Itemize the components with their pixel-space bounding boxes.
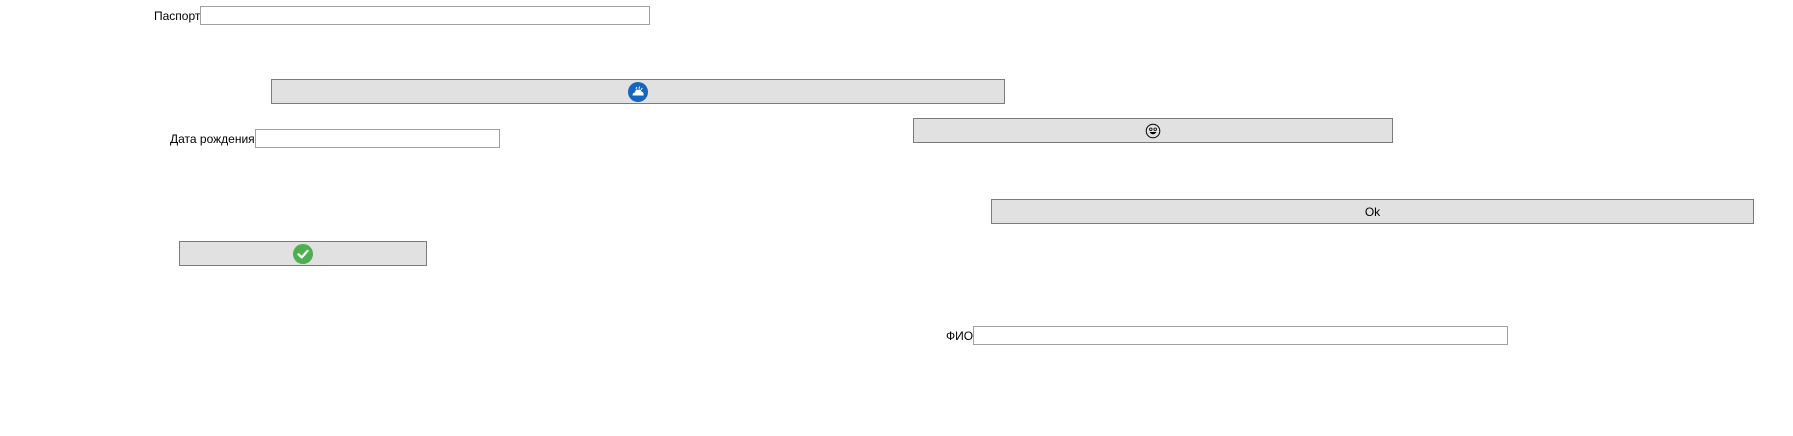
smiley-button[interactable] (913, 118, 1393, 143)
birth-date-input[interactable] (254, 129, 500, 148)
passport-input[interactable] (200, 6, 651, 25)
ok-button[interactable]: Ok (991, 199, 1754, 224)
full-name-input[interactable] (973, 326, 1509, 345)
cloud-icon (628, 81, 648, 102)
ok-button-label: Ok (1364, 204, 1381, 219)
smiley-icon (1145, 123, 1161, 139)
birth-date-label: Дата рождения (170, 131, 255, 146)
check-button[interactable] (179, 241, 427, 266)
birth-date-row: Дата рождения (170, 129, 500, 148)
passport-row: Паспорт (154, 6, 651, 25)
check-circle-icon (293, 243, 313, 264)
full-name-row: ФИО (946, 326, 1509, 345)
full-name-label: ФИО (946, 328, 974, 343)
cloud-button[interactable] (271, 79, 1005, 104)
passport-label: Паспорт (154, 8, 201, 23)
